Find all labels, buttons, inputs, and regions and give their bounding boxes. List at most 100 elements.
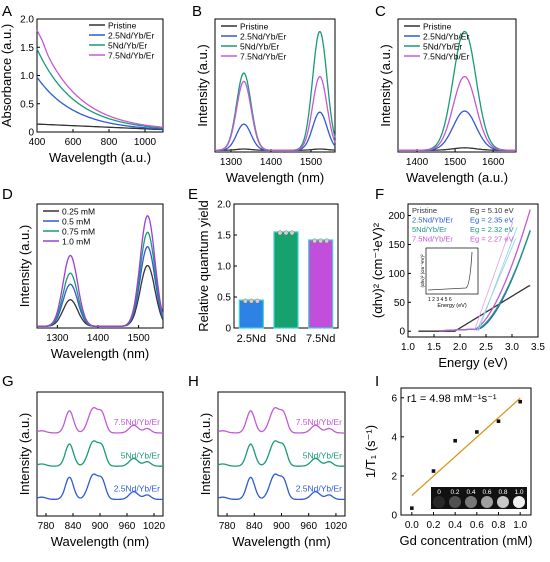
phantom-label: 0.4 [466, 489, 475, 496]
x-tick-label: 1300 [46, 333, 69, 344]
y-axis-label: Relative quantum yield [196, 200, 211, 332]
y-axis-label: (αhν)² (cm⁻¹eV)² [370, 222, 385, 318]
legend-label: Pristine [412, 206, 437, 215]
bar-point [324, 238, 330, 244]
x-tick-label: 840 [246, 521, 263, 532]
phantom-tube [481, 496, 493, 508]
y-tick-label: 0 [399, 327, 405, 338]
x-tick-label: 2.5 [479, 342, 493, 353]
phantom-label: 0.2 [450, 489, 459, 496]
x-axis-label: Wavelength (nm) [51, 346, 150, 361]
y-tick-label: 4 [391, 432, 397, 443]
series-line [37, 214, 164, 327]
legend-label: 7.5Nd/Yb/Er [423, 52, 469, 62]
panel-letter-H: H [188, 373, 199, 390]
eg-label: Eg = 2.35 eV [470, 216, 514, 225]
x-tick-label: 3.0 [505, 342, 519, 353]
bar-point [318, 238, 324, 244]
legend-label: 7.5Nd/Yb/Er [412, 235, 453, 244]
panel-H: H 780 840 900 960 1020 Wavelength (nm) Intensit… [188, 373, 347, 549]
bar-point [248, 298, 254, 304]
legend-label: 5Nd/Yb/Er [240, 42, 279, 52]
x-tick-label: 1.0 [401, 342, 415, 353]
x-tick-label: 1400 [260, 157, 283, 168]
phantom-tube [433, 496, 445, 508]
x-tick-label: 840 [65, 521, 82, 532]
panel-letter-E: E [188, 186, 198, 203]
y-tick-label: 2.0 [217, 200, 231, 211]
inset-frame [425, 247, 479, 295]
x-axis-label: Wavelength (nm) [51, 534, 150, 549]
panel-letter-G: G [2, 373, 14, 390]
y-axis-label: Intensity (a.u.) [17, 225, 32, 307]
x-tick-label: 1500 [444, 157, 467, 168]
y-axis-label: Intensity (a.u.) [195, 44, 210, 126]
y-tick-label: 1.5 [20, 43, 34, 54]
phantom-tube [497, 496, 509, 508]
series-line [36, 440, 163, 467]
x-tick-label: 900 [92, 521, 109, 532]
series-line [217, 473, 345, 501]
panel-A: A 400 600 800 1000 0 0.5 1.0 1.5 2.0 Wavelength (a… [0, 3, 164, 165]
x-tick-label: 2.0 [453, 342, 467, 353]
y-tick-label: 0 [28, 128, 34, 139]
panel-letter-A: A [2, 3, 12, 20]
bar-category-label: 5Nd [276, 333, 296, 345]
y-axis-label: Intensity (a.u.) [17, 413, 32, 495]
legend-label: 7.5Nd/Yb/Er [240, 52, 286, 62]
x-axis-label: Gd concentration (mM) [400, 533, 533, 548]
y-axis-label: Intensity (a.u.) [198, 413, 213, 495]
legend-label: 5Nd/Yb/Er [423, 42, 462, 52]
series-line [215, 111, 336, 151]
bar [308, 239, 334, 329]
series-line [398, 75, 516, 151]
tangent-line [476, 238, 517, 332]
panel-B: B 1300 1400 1500 Wavelength (nm) Intensity (a… [192, 3, 336, 185]
series-line [215, 75, 336, 151]
series-line [37, 123, 163, 131]
series-line [37, 231, 164, 327]
x-tick-label: 0.6 [470, 520, 484, 531]
x-tick-label: 400 [29, 137, 46, 148]
phantom-label: 0 [437, 489, 441, 496]
bar [238, 299, 264, 329]
y-tick-label: 2.0 [20, 15, 34, 26]
series-line [36, 76, 164, 130]
series-label: 7.5Nd/Yb/Er [114, 417, 160, 427]
legend-label: 1.0 mM [62, 237, 90, 247]
plot-frame [214, 18, 336, 153]
legend-label: 5Nd/Yb/Er [412, 225, 447, 234]
x-axis-label: Wavelength (nm) [232, 534, 331, 549]
y-tick-label: 100 [388, 269, 405, 280]
x-tick-label: 0.4 [448, 520, 462, 531]
plot-frame [400, 387, 532, 516]
data-point [518, 399, 522, 404]
bar-point [283, 230, 289, 236]
series-line [418, 285, 531, 332]
panel-letter-I: I [375, 373, 379, 390]
panel-letter-D: D [2, 186, 13, 203]
x-tick-label: 0.0 [405, 520, 419, 531]
y-tick-label: 200 [388, 211, 405, 222]
data-point [431, 469, 436, 473]
phantom-tube [449, 496, 461, 508]
y-axis-label: Absorbance (a.u.) [0, 24, 14, 127]
panel-letter-C: C [375, 3, 386, 20]
panel-D: D 1300 1400 1500 Wavelength (nm) Intensity (a… [2, 186, 164, 361]
bar-point [254, 298, 260, 304]
x-tick-label: 1600 [482, 157, 505, 168]
series-label: 5Nd/Yb/Er [121, 450, 160, 460]
inset-x-ticks: 1 2 3 4 5 6 [428, 297, 452, 303]
bar [273, 231, 299, 329]
legend-label: Pristine [423, 22, 452, 32]
legend-label: Pristine [240, 22, 269, 32]
x-tick-label: 780 [38, 521, 55, 532]
legend-label: 2.5Nd/Yb/Er [423, 32, 469, 42]
bar-point [242, 298, 248, 304]
x-tick-label: 1.0 [513, 520, 527, 531]
legend-label: 2.5Nd/Yb/Er [240, 32, 286, 42]
series-line [439, 209, 531, 332]
phantom-label: 0.8 [498, 489, 507, 496]
series-line [398, 110, 516, 151]
eg-label: Eg = 5.10 eV [470, 206, 514, 215]
